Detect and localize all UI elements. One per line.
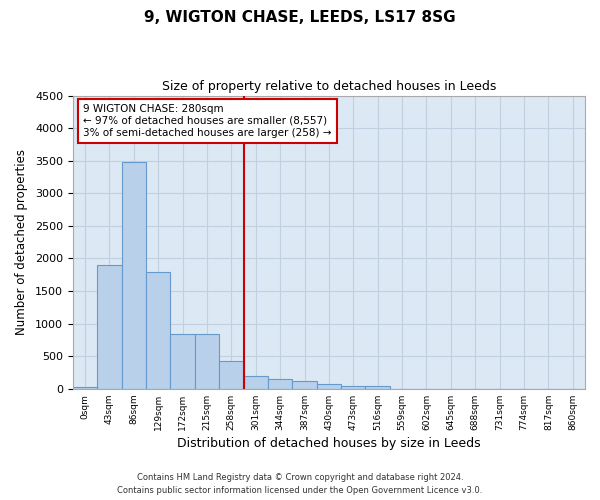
Bar	[170, 334, 195, 389]
Bar	[122, 162, 146, 389]
Bar	[73, 387, 97, 389]
Bar	[97, 265, 122, 389]
X-axis label: Distribution of detached houses by size in Leeds: Distribution of detached houses by size …	[177, 437, 481, 450]
Text: Contains HM Land Registry data © Crown copyright and database right 2024.
Contai: Contains HM Land Registry data © Crown c…	[118, 474, 482, 495]
Text: 9 WIGTON CHASE: 280sqm
← 97% of detached houses are smaller (8,557)
3% of semi-d: 9 WIGTON CHASE: 280sqm ← 97% of detached…	[83, 104, 332, 138]
Bar	[317, 384, 341, 389]
Text: 9, WIGTON CHASE, LEEDS, LS17 8SG: 9, WIGTON CHASE, LEEDS, LS17 8SG	[144, 10, 456, 25]
Title: Size of property relative to detached houses in Leeds: Size of property relative to detached ho…	[162, 80, 496, 93]
Bar	[292, 381, 317, 389]
Bar	[341, 386, 365, 389]
Bar	[146, 272, 170, 389]
Bar	[195, 334, 219, 389]
Bar	[268, 378, 292, 389]
Bar	[365, 386, 390, 389]
Bar	[244, 376, 268, 389]
Y-axis label: Number of detached properties: Number of detached properties	[15, 149, 28, 335]
Bar	[219, 362, 244, 389]
